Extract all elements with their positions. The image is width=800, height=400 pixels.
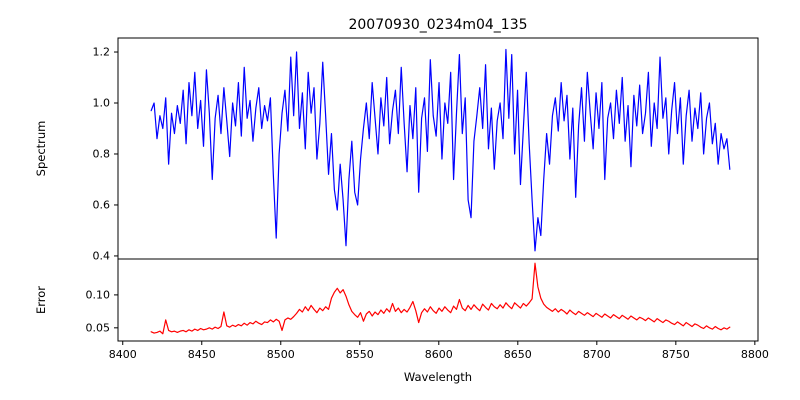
chart-title: 20070930_0234m04_135 xyxy=(348,17,527,33)
error-line xyxy=(150,262,731,335)
y-tick-label: 1.2 xyxy=(93,46,111,59)
y-tick-label: 0.4 xyxy=(93,249,111,262)
x-tick-label: 8700 xyxy=(583,348,611,361)
x-tick-label: 8600 xyxy=(425,348,453,361)
error-subplot: 0.05 0.10 8400 8450 8500 8550 8600 8650 8700 8750… xyxy=(86,258,769,361)
x-tick-label: 8400 xyxy=(109,348,137,361)
spectrum-subplot: 0.4 0.6 0.8 1.0 1.2 xyxy=(93,37,759,262)
x-tick-label: 8550 xyxy=(346,348,374,361)
y-tick-label: 0.8 xyxy=(93,147,111,160)
spectrum-line xyxy=(150,48,731,252)
spectrum-y-axis-label: Spectrum xyxy=(34,121,48,177)
x-tick-label: 8650 xyxy=(504,348,532,361)
x-tick-label: 8450 xyxy=(188,348,216,361)
y-tick-label: 0.10 xyxy=(86,288,111,301)
x-axis-label: Wavelength xyxy=(404,370,472,384)
plot-frame xyxy=(117,258,759,342)
y-tick-label: 0.05 xyxy=(86,321,111,334)
y-tick-label: 0.6 xyxy=(93,198,111,211)
x-tick-label: 8500 xyxy=(267,348,295,361)
x-tick-label: 8800 xyxy=(741,348,769,361)
x-tick-label: 8750 xyxy=(662,348,690,361)
y-tick-label: 1.0 xyxy=(93,97,111,110)
error-y-axis-label: Error xyxy=(34,286,48,314)
